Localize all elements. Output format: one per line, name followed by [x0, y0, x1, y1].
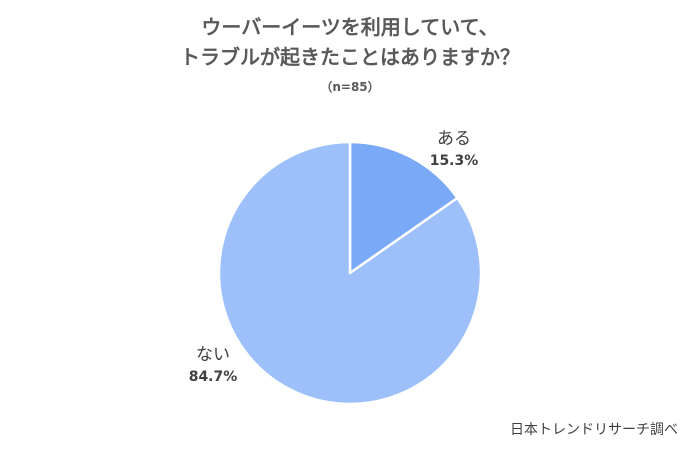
slice-label-nai: ない 84.7%	[183, 344, 243, 388]
chart-title-line-1: ウーバーイーツを利用していて、	[201, 15, 499, 39]
chart-subtitle: （n=85）	[320, 80, 380, 94]
source-credit: 日本トレンドリサーチ調べ	[510, 422, 678, 438]
slice-name-nai: ない	[196, 345, 230, 365]
slice-value-aru: 15.3%	[429, 153, 479, 169]
pie-slice-nai	[217, 140, 483, 406]
slice-label-aru: ある 15.3%	[424, 128, 484, 172]
chart-title-line-2: トラブルが起きたことはありますか？	[180, 45, 520, 69]
slice-value-nai: 84.7%	[188, 369, 238, 385]
slice-name-aru: ある	[437, 129, 471, 149]
pie-slice-aru	[348, 140, 459, 275]
